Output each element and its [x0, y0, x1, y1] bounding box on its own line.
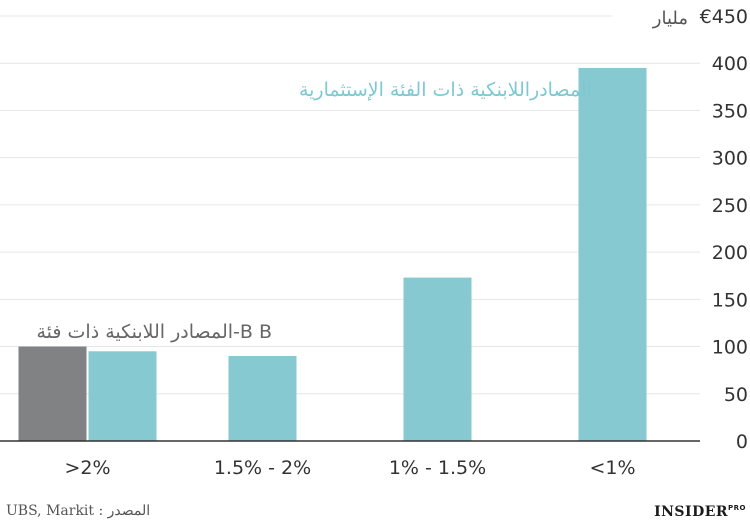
y-tick-label: 400	[712, 53, 748, 75]
bar-investment-grade	[88, 351, 157, 441]
y-tick-label: 350	[712, 100, 748, 122]
y-tick-label: 150	[712, 289, 748, 311]
x-category-label: >2%	[64, 457, 110, 479]
bb-grade-annotation: المصادر اللابنكية ذات فئة-B B	[36, 321, 272, 343]
gridlines	[0, 15, 700, 395]
y-tick-label: €450	[700, 6, 748, 28]
y-tick-label: 300	[712, 148, 748, 170]
y-tick-label: 100	[712, 337, 748, 359]
y-axis-unit-label: مليار	[652, 8, 688, 29]
source-note: UBS, Markit : المصدر	[6, 503, 151, 519]
y-tick-label: 200	[712, 242, 748, 264]
bar-chart: 0 50 100 150 200 250 300 350 400 €450 >2% 1.5% - 2…	[0, 6, 748, 479]
y-tick-label: 250	[712, 195, 748, 217]
bar-investment-grade	[578, 67, 647, 441]
x-category-label: <1%	[589, 457, 635, 479]
bar-investment-grade	[403, 277, 472, 441]
insider-pro-logo: INSIDERPRO	[654, 504, 746, 520]
bar-investment-grade	[228, 356, 297, 441]
bar-bb-grade	[18, 346, 87, 441]
investment-grade-annotation: المصادراللابنكية ذات الفئة الإستثمارية	[299, 79, 592, 101]
bars	[18, 67, 647, 441]
x-category-label: 1% - 1.5%	[389, 457, 486, 479]
x-category-label: 1.5% - 2%	[214, 457, 311, 479]
y-tick-label: 50	[724, 384, 748, 406]
x-axis-categories: >2% 1.5% - 2% 1% - 1.5% <1%	[64, 457, 635, 479]
y-axis-ticks: 0 50 100 150 200 250 300 350 400 €450	[700, 6, 748, 453]
y-tick-label: 0	[736, 431, 748, 453]
